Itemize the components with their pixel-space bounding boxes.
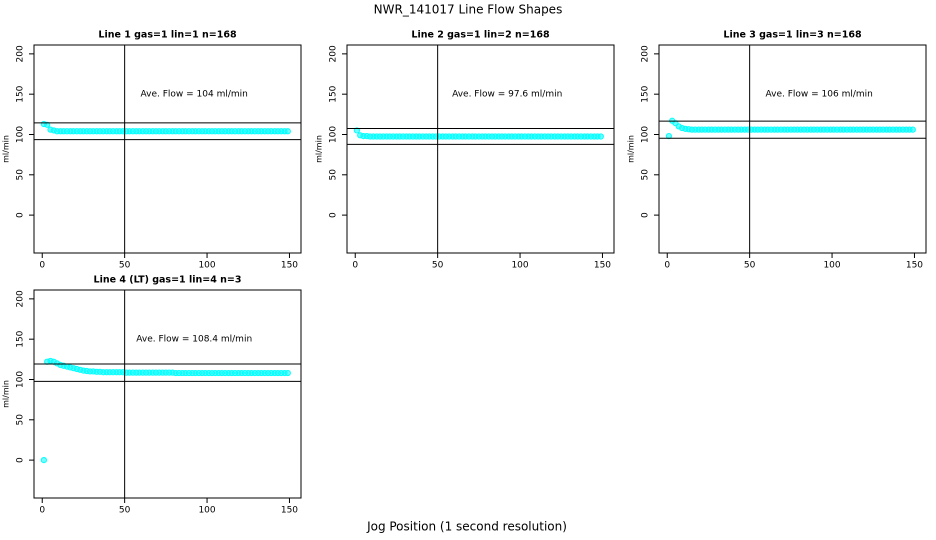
y-tick-label: 100 (329, 126, 339, 143)
x-tick-label: 150 (281, 261, 298, 271)
point (665, 133, 672, 140)
y-tick-label: 0 (329, 212, 339, 218)
panel-title: Line 4 (LT) gas=1 lin=4 n=3 (94, 275, 242, 286)
y-tick-label: 50 (16, 169, 26, 181)
x-tick-label: 0 (39, 261, 45, 271)
y-tick-label: 150 (329, 85, 339, 102)
y-tick-label: 200 (641, 45, 651, 62)
y-tick-label: 100 (16, 371, 26, 388)
x-tick-label: 50 (744, 261, 756, 271)
page-title: NWR_141017 Line Flow Shapes (374, 3, 563, 17)
y-tick-label: 50 (329, 169, 339, 181)
point (284, 369, 291, 377)
panel-title: Line 3 gas=1 lin=3 n=168 (723, 30, 862, 41)
y-tick-label: 100 (641, 126, 651, 143)
x-tick-label: 50 (119, 261, 131, 271)
point (597, 133, 604, 140)
y-tick-label: 0 (641, 212, 651, 218)
panel-title: Line 1 gas=1 lin=1 n=168 (98, 30, 237, 41)
x-tick-label: 0 (39, 506, 45, 516)
x-tick-label: 100 (198, 261, 215, 271)
y-tick-label: 150 (16, 330, 26, 347)
y-tick-label: 150 (641, 85, 651, 102)
point (909, 126, 916, 133)
y-tick-label: 0 (16, 457, 26, 463)
x-tick-label: 0 (664, 261, 670, 271)
x-tick-label: 150 (906, 261, 923, 271)
annotation: Ave. Flow = 108.4 ml/min (136, 335, 252, 345)
point (353, 127, 360, 134)
y-tick-label: 100 (16, 126, 26, 143)
y-tick-label: 50 (16, 414, 26, 426)
plot-frame (346, 44, 615, 254)
y-tick-label: 150 (16, 85, 26, 102)
panel-title: Line 2 gas=1 lin=2 n=168 (411, 30, 550, 41)
x-tick-label: 100 (511, 261, 528, 271)
x-axis-label: Jog Position (1 second resolution) (366, 520, 567, 534)
plot-frame (658, 44, 927, 254)
y-tick-label: 200 (16, 290, 26, 307)
point (40, 457, 47, 464)
point (284, 128, 291, 135)
x-tick-label: 100 (198, 506, 215, 516)
x-tick-label: 0 (352, 261, 358, 271)
y-axis-label: ml/min (315, 135, 324, 163)
plot-frame (33, 44, 302, 254)
x-tick-label: 100 (823, 261, 840, 271)
point (44, 121, 51, 128)
y-axis-label: ml/min (2, 135, 11, 163)
annotation: Ave. Flow = 97.6 ml/min (452, 90, 562, 100)
annotation: Ave. Flow = 106 ml/min (766, 90, 873, 100)
y-axis-label: ml/min (627, 135, 636, 163)
y-axis-label: ml/min (2, 380, 11, 408)
y-tick-label: 0 (16, 212, 26, 218)
y-tick-label: 200 (329, 45, 339, 62)
x-tick-label: 50 (432, 261, 444, 271)
x-tick-label: 150 (281, 506, 298, 516)
plot-frame (33, 289, 302, 499)
x-tick-label: 50 (119, 506, 131, 516)
y-tick-label: 200 (16, 45, 26, 62)
annotation: Ave. Flow = 104 ml/min (141, 90, 248, 100)
y-tick-label: 50 (641, 169, 651, 181)
x-tick-label: 150 (594, 261, 611, 271)
